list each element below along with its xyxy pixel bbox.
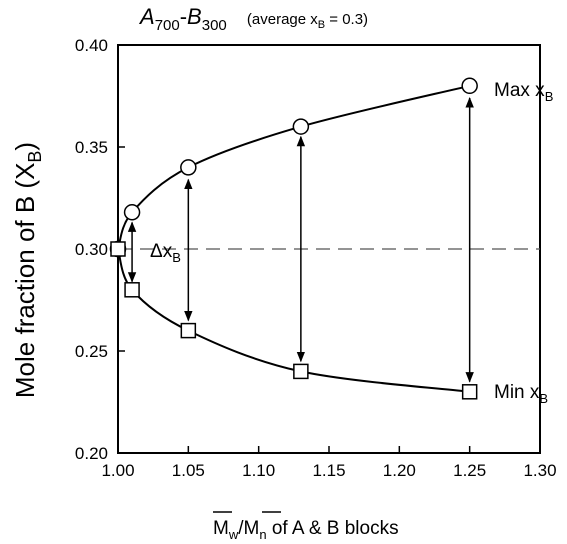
data-point-square: [180, 322, 197, 339]
x-axis-label: Mw/Mn of A & B blocks: [213, 511, 399, 542]
data-point-circle: [292, 118, 310, 135]
series-label-max: Max xB: [494, 80, 553, 104]
x-tick-label: 1.20: [383, 461, 416, 480]
x-tick-label: 1.15: [312, 461, 345, 480]
y-axis-label: Mole fraction of B (XB): [10, 142, 45, 398]
delta-xb-annotation: ΔxB: [150, 241, 181, 265]
data-point-square: [110, 241, 126, 257]
y-tick-label: 0.20: [75, 444, 108, 463]
chart-title: A700-B300 (average xB = 0.3): [138, 4, 368, 35]
svg-text:Mw/Mn of A & B blocks: Mw/Mn of A & B blocks: [213, 518, 399, 542]
data-point-square: [461, 384, 478, 400]
series-markers: [109, 77, 478, 400]
y-tick-label: 0.25: [75, 342, 108, 361]
axis-ticks: 1.00 1.05 1.10 1.15 1.20 1.25 1.30 0.20 0.25 0.30…: [75, 36, 557, 480]
series-label-min: Min xB: [494, 382, 548, 406]
x-tick-label: 1.10: [242, 461, 275, 480]
series-curves: [117, 84, 470, 393]
double-arrows: [127, 96, 474, 383]
y-tick-label: 0.35: [75, 138, 108, 157]
y-tick-label: 0.30: [75, 240, 108, 259]
series-line-0: [117, 84, 470, 250]
data-point-circle: [180, 159, 197, 176]
x-tick-label: 1.00: [101, 461, 134, 480]
data-point-circle: [461, 77, 478, 95]
x-tick-label: 1.05: [172, 461, 205, 480]
x-tick-label: 1.30: [523, 461, 556, 480]
data-point-square: [293, 363, 309, 380]
data-point-square: [124, 282, 140, 298]
data-point-circle: [123, 204, 141, 221]
x-tick-label: 1.25: [453, 461, 486, 480]
y-tick-label: 0.40: [75, 36, 108, 55]
